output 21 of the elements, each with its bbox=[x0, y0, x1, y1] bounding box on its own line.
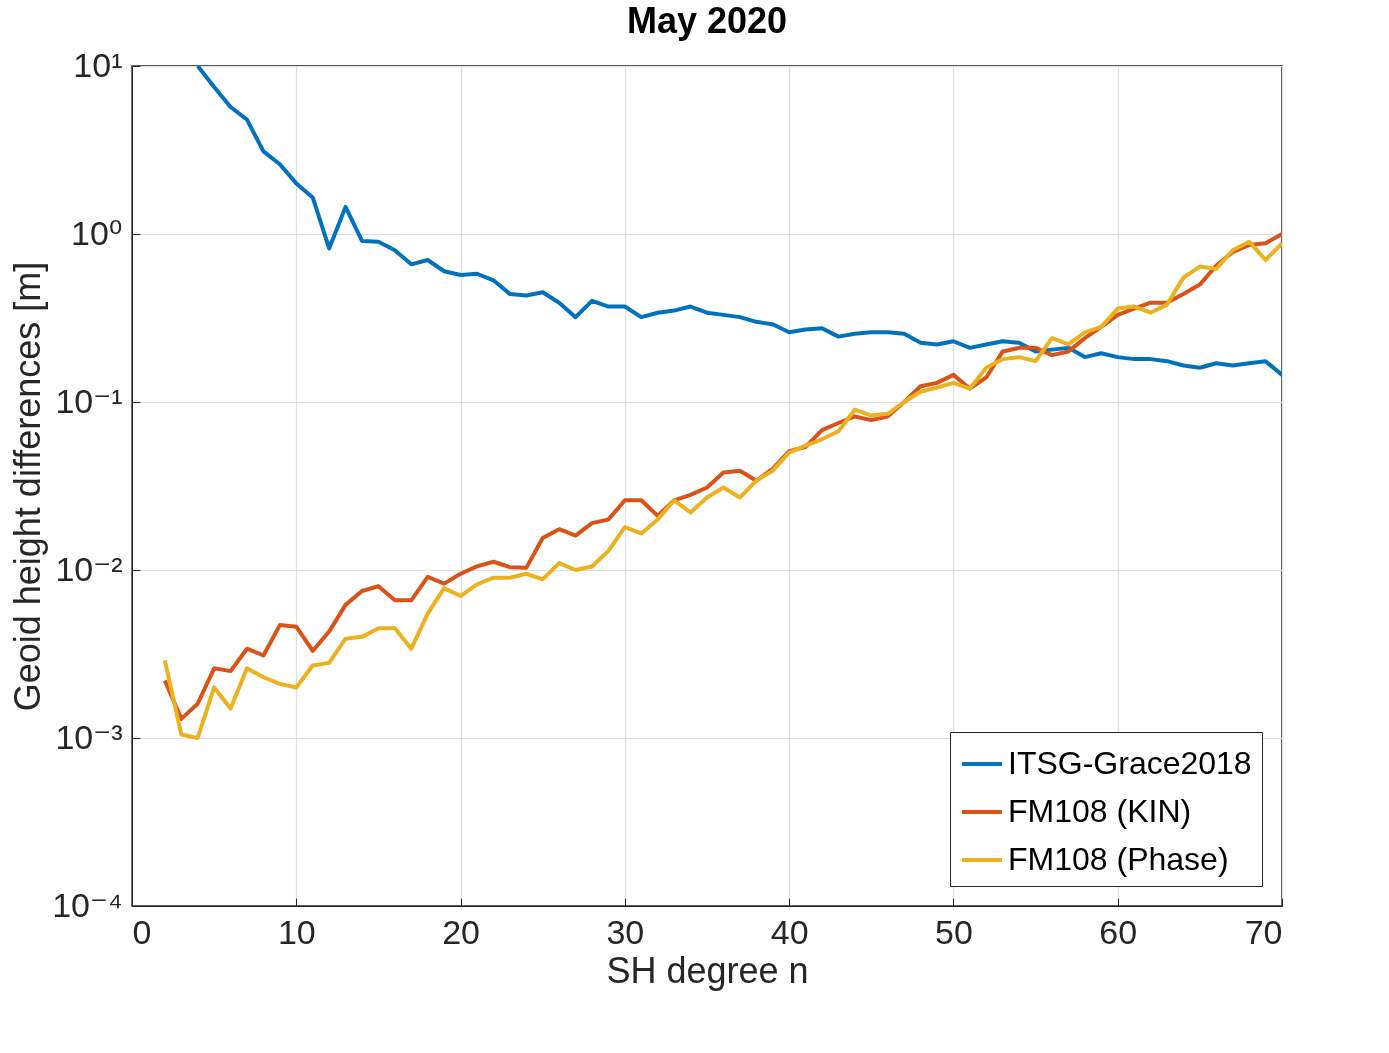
y-tick-label: 10⁻⁴ bbox=[52, 885, 123, 924]
y-axis-title: Geoid height differences [m] bbox=[7, 261, 49, 712]
legend-label: FM108 (KIN) bbox=[1008, 793, 1192, 829]
x-tick-label: 50 bbox=[935, 912, 973, 951]
legend-label: ITSG-Grace2018 bbox=[1008, 745, 1252, 781]
x-tick-label: 0 bbox=[132, 912, 152, 951]
legend-label: FM108 (Phase) bbox=[1008, 841, 1229, 877]
x-tick-label: 10 bbox=[277, 912, 316, 951]
x-tick-label: 60 bbox=[1099, 912, 1138, 951]
chart-title: May 2020 bbox=[626, 0, 788, 41]
x-axis-title: SH degree n bbox=[606, 949, 809, 991]
y-tick-label: 10⁻¹ bbox=[55, 381, 123, 420]
line-series bbox=[195, 66, 1282, 377]
x-tick-label: 40 bbox=[770, 912, 809, 951]
x-tick-label: 70 bbox=[1244, 912, 1283, 951]
x-tick-label: 30 bbox=[606, 912, 645, 951]
y-tick-label: 10⁰ bbox=[71, 213, 123, 252]
x-tick-label: 20 bbox=[442, 912, 480, 951]
y-tick-label: 10¹ bbox=[73, 45, 123, 84]
y-tick-label: 10⁻² bbox=[55, 549, 123, 588]
y-tick-label: 10⁻³ bbox=[55, 717, 123, 756]
